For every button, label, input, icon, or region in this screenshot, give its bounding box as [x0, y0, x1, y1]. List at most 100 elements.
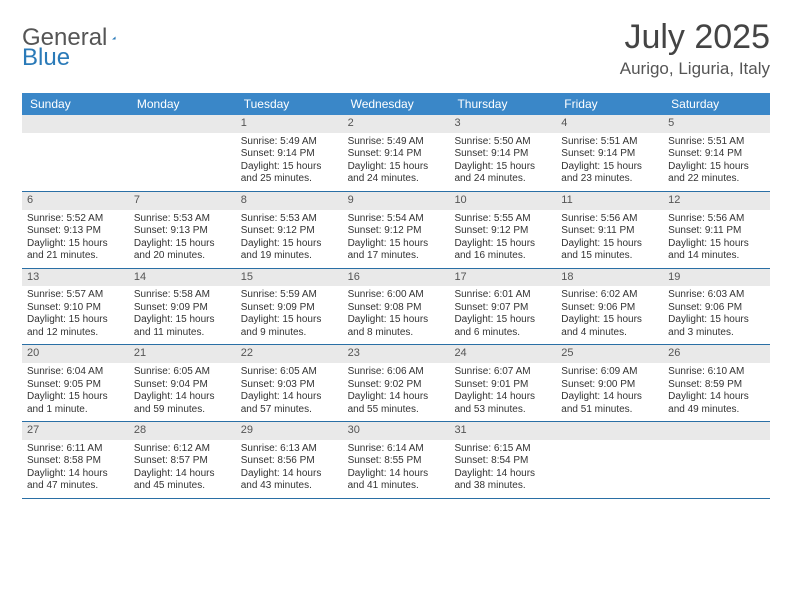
- daylight-line: Daylight: 14 hours and 38 minutes.: [454, 468, 551, 493]
- daylight-line: Daylight: 15 hours and 24 minutes.: [348, 161, 445, 186]
- sunset-line: Sunset: 8:58 PM: [27, 455, 124, 468]
- daylight-line: Daylight: 15 hours and 25 minutes.: [241, 161, 338, 186]
- day-cell: 4Sunrise: 5:51 AMSunset: 9:14 PMDaylight…: [556, 115, 663, 191]
- sunrise-line: Sunrise: 5:59 AM: [241, 289, 338, 302]
- daylight-line: Daylight: 14 hours and 57 minutes.: [241, 391, 338, 416]
- sunrise-line: Sunrise: 5:53 AM: [241, 213, 338, 226]
- daylight-line: Daylight: 14 hours and 49 minutes.: [668, 391, 765, 416]
- calendar-week: 27Sunrise: 6:11 AMSunset: 8:58 PMDayligh…: [22, 422, 770, 499]
- day-cell: 28Sunrise: 6:12 AMSunset: 8:57 PMDayligh…: [129, 422, 236, 498]
- sunrise-line: Sunrise: 5:55 AM: [454, 213, 551, 226]
- dayhead-thursday: Thursday: [449, 93, 556, 115]
- dayhead-monday: Monday: [129, 93, 236, 115]
- sunrise-line: Sunrise: 6:14 AM: [348, 443, 445, 456]
- day-number: 18: [556, 269, 663, 287]
- day-number: 12: [663, 192, 770, 210]
- day-number: 14: [129, 269, 236, 287]
- day-cell: 5Sunrise: 5:51 AMSunset: 9:14 PMDaylight…: [663, 115, 770, 191]
- daylight-line: Daylight: 15 hours and 9 minutes.: [241, 314, 338, 339]
- sunrise-line: Sunrise: 6:07 AM: [454, 366, 551, 379]
- day-cell: 18Sunrise: 6:02 AMSunset: 9:06 PMDayligh…: [556, 269, 663, 345]
- day-cell: 20Sunrise: 6:04 AMSunset: 9:05 PMDayligh…: [22, 345, 129, 421]
- daylight-line: Daylight: 15 hours and 15 minutes.: [561, 238, 658, 263]
- daylight-line: Daylight: 15 hours and 23 minutes.: [561, 161, 658, 186]
- day-number: 4: [556, 115, 663, 133]
- day-number-empty: [663, 422, 770, 440]
- month-title: July 2025: [620, 18, 770, 57]
- day-cell: 26Sunrise: 6:10 AMSunset: 8:59 PMDayligh…: [663, 345, 770, 421]
- day-cell: 15 Sunrise: 5:59 AMSunset: 9:09 PMDayligh…: [236, 269, 343, 345]
- day-cell: 16Sunrise: 6:00 AMSunset: 9:08 PMDayligh…: [343, 269, 450, 345]
- daylight-line: Daylight: 15 hours and 22 minutes.: [668, 161, 765, 186]
- sunset-line: Sunset: 9:00 PM: [561, 379, 658, 392]
- day-cell: 11Sunrise: 5:56 AMSunset: 9:11 PMDayligh…: [556, 192, 663, 268]
- sunset-line: Sunset: 9:06 PM: [561, 302, 658, 315]
- empty-cell: [22, 115, 129, 191]
- sunset-line: Sunset: 9:12 PM: [454, 225, 551, 238]
- empty-cell: [556, 422, 663, 498]
- day-number: 27: [22, 422, 129, 440]
- dayhead-saturday: Saturday: [663, 93, 770, 115]
- calendar-week: 13Sunrise: 5:57 AMSunset: 9:10 PMDayligh…: [22, 269, 770, 346]
- daylight-line: Daylight: 14 hours and 51 minutes.: [561, 391, 658, 416]
- empty-cell: [129, 115, 236, 191]
- day-cell: 10Sunrise: 5:55 AMSunset: 9:12 PMDayligh…: [449, 192, 556, 268]
- day-cell: 29Sunrise: 6:13 AMSunset: 8:56 PMDayligh…: [236, 422, 343, 498]
- sunset-line: Sunset: 9:13 PM: [27, 225, 124, 238]
- day-number: 7: [129, 192, 236, 210]
- daylight-line: Daylight: 14 hours and 53 minutes.: [454, 391, 551, 416]
- daylight-line: Daylight: 14 hours and 59 minutes.: [134, 391, 231, 416]
- sunset-line: Sunset: 9:14 PM: [454, 148, 551, 161]
- sunrise-line: Sunrise: 5:57 AM: [27, 289, 124, 302]
- daylight-line: Daylight: 15 hours and 8 minutes.: [348, 314, 445, 339]
- day-number-empty: [556, 422, 663, 440]
- day-cell: 3Sunrise: 5:50 AMSunset: 9:14 PMDaylight…: [449, 115, 556, 191]
- daylight-line: Daylight: 14 hours and 45 minutes.: [134, 468, 231, 493]
- dayhead-friday: Friday: [556, 93, 663, 115]
- sunrise-line: Sunrise: 6:09 AM: [561, 366, 658, 379]
- day-number: 13: [22, 269, 129, 287]
- sunset-line: Sunset: 9:08 PM: [348, 302, 445, 315]
- day-number: 11: [556, 192, 663, 210]
- brand-triangle-icon: [112, 29, 116, 47]
- empty-cell: [663, 422, 770, 498]
- sunset-line: Sunset: 9:14 PM: [348, 148, 445, 161]
- day-cell: 31 Sunrise: 6:15 AMSunset: 8:54 PMDayligh…: [449, 422, 556, 498]
- day-number: 16: [343, 269, 450, 287]
- daylight-line: Daylight: 15 hours and 6 minutes.: [454, 314, 551, 339]
- daylight-line: Daylight: 14 hours and 41 minutes.: [348, 468, 445, 493]
- sunset-line: Sunset: 9:07 PM: [454, 302, 551, 315]
- sunrise-line: Sunrise: 6:05 AM: [241, 366, 338, 379]
- day-cell: 27Sunrise: 6:11 AMSunset: 8:58 PMDayligh…: [22, 422, 129, 498]
- daylight-line: Daylight: 15 hours and 12 minutes.: [27, 314, 124, 339]
- daylight-line: Daylight: 15 hours and 17 minutes.: [348, 238, 445, 263]
- sunset-line: Sunset: 8:54 PM: [454, 455, 551, 468]
- day-number: 15: [236, 269, 343, 287]
- sunset-line: Sunset: 9:12 PM: [348, 225, 445, 238]
- sunrise-line: Sunrise: 6:15 AM: [454, 443, 551, 456]
- daylight-line: Daylight: 15 hours and 4 minutes.: [561, 314, 658, 339]
- sunrise-line: Sunrise: 6:06 AM: [348, 366, 445, 379]
- dayhead-wednesday: Wednesday: [343, 93, 450, 115]
- sunrise-line: Sunrise: 6:10 AM: [668, 366, 765, 379]
- day-cell: 17Sunrise: 6:01 AMSunset: 9:07 PMDayligh…: [449, 269, 556, 345]
- day-number: 21: [129, 345, 236, 363]
- day-number: 24: [449, 345, 556, 363]
- sunset-line: Sunset: 9:12 PM: [241, 225, 338, 238]
- day-number: 2: [343, 115, 450, 133]
- day-cell: 24Sunrise: 6:07 AMSunset: 9:01 PMDayligh…: [449, 345, 556, 421]
- sunrise-line: Sunrise: 5:51 AM: [561, 136, 658, 149]
- day-number: 9: [343, 192, 450, 210]
- day-cell: 25Sunrise: 6:09 AMSunset: 9:00 PMDayligh…: [556, 345, 663, 421]
- daylight-line: Daylight: 15 hours and 16 minutes.: [454, 238, 551, 263]
- day-cell: 23Sunrise: 6:06 AMSunset: 9:02 PMDayligh…: [343, 345, 450, 421]
- sunset-line: Sunset: 9:09 PM: [241, 302, 338, 315]
- dayhead-sunday: Sunday: [22, 93, 129, 115]
- dayhead-tuesday: Tuesday: [236, 93, 343, 115]
- sunrise-line: Sunrise: 6:13 AM: [241, 443, 338, 456]
- daylight-line: Daylight: 14 hours and 55 minutes.: [348, 391, 445, 416]
- day-cell: 1Sunrise: 5:49 AMSunset: 9:14 PMDaylight…: [236, 115, 343, 191]
- header-row: General July 2025 Aurigo, Liguria, Italy: [22, 18, 770, 79]
- brand-part2: Blue: [22, 44, 70, 72]
- day-number: 31: [449, 422, 556, 440]
